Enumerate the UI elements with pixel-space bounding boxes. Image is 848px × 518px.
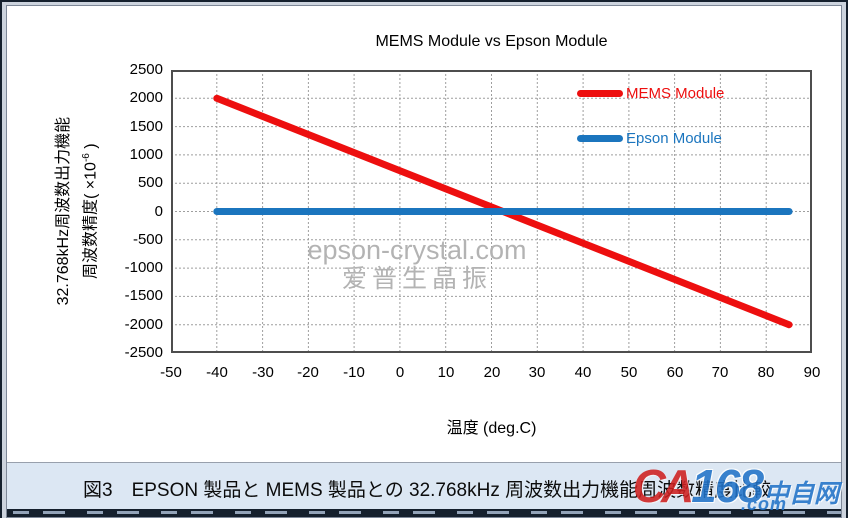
logo-168-text: 168 bbox=[691, 460, 764, 512]
x-tick-label: 60 bbox=[666, 364, 684, 381]
x-tick-label: 20 bbox=[483, 364, 501, 381]
figure-panel: MEMS Module vs Epson Module 32.768kHz周波数… bbox=[6, 5, 842, 518]
x-tick-label: 0 bbox=[395, 364, 405, 381]
x-tick-label: -20 bbox=[297, 364, 319, 381]
chart-area: MEMS Module vs Epson Module 32.768kHz周波数… bbox=[7, 6, 841, 462]
figure-caption: 図3 EPSON 製品と MEMS 製品との 32.768kHz 周波数出力機能… bbox=[83, 480, 772, 501]
y-tick-label: -1500 bbox=[124, 287, 163, 304]
y-axis-label-text: 32.768kHz周波数出力機能 周波数精度( ×10-6 ) bbox=[52, 117, 102, 306]
y-tick-label: 0 bbox=[154, 203, 163, 220]
plot-border bbox=[171, 70, 812, 353]
x-tick-label: 70 bbox=[711, 364, 729, 381]
x-tick-label: 90 bbox=[803, 364, 821, 381]
y-tick-label: 500 bbox=[137, 174, 163, 191]
y-tick-label: 1000 bbox=[129, 146, 163, 163]
y-axis-exponent: -6 bbox=[80, 153, 92, 163]
y-tick-label: 1500 bbox=[129, 118, 163, 135]
y-tick-label: -2000 bbox=[124, 316, 163, 333]
y-axis-label-line2: 周波数精度( ×10 bbox=[82, 162, 100, 280]
x-tick-label: -50 bbox=[160, 364, 182, 381]
chart-title: MEMS Module vs Epson Module bbox=[375, 33, 608, 50]
bottom-divider-strip bbox=[7, 509, 841, 517]
x-tick-label: 40 bbox=[574, 364, 592, 381]
caption-bar: 図3 EPSON 製品と MEMS 製品との 32.768kHz 周波数出力機能… bbox=[7, 460, 841, 514]
x-tick-label: 30 bbox=[528, 364, 546, 381]
ca168-logo: CA168中自网 .com bbox=[632, 459, 839, 514]
y-tick-label: -1000 bbox=[124, 259, 163, 276]
logo-cn-text: 中自网 bbox=[763, 480, 839, 508]
y-axis-label-line2-close: ) bbox=[82, 143, 100, 154]
x-axis-tick-labels: -50 -40 -30 -20 -10 0 10 20 30 40 50 60 70 80 90 bbox=[160, 364, 820, 384]
y-axis-tick-labels: 2500 2000 1500 1000 500 0 -500 -1000 -1500 -2000 -… bbox=[105, 61, 163, 361]
y-tick-label: -2500 bbox=[124, 344, 163, 361]
y-tick-label: 2500 bbox=[129, 61, 163, 78]
logo-com-text: .com bbox=[740, 494, 787, 514]
plot-area bbox=[171, 70, 812, 353]
logo-ca-text: CA bbox=[632, 460, 694, 512]
x-tick-label: -40 bbox=[206, 364, 228, 381]
x-tick-label: -30 bbox=[252, 364, 274, 381]
y-tick-label: -500 bbox=[132, 231, 163, 248]
x-tick-label: 10 bbox=[437, 364, 455, 381]
plot-svg bbox=[171, 70, 812, 353]
x-axis-label: 温度 (deg.C) bbox=[446, 420, 537, 437]
x-tick-label: 50 bbox=[620, 364, 638, 381]
y-tick-label: 2000 bbox=[129, 89, 163, 106]
x-tick-label: 80 bbox=[757, 364, 775, 381]
x-tick-label: -10 bbox=[343, 364, 365, 381]
y-axis-label-line1: 32.768kHz周波数出力機能 bbox=[54, 117, 72, 306]
y-axis-label: 32.768kHz周波数出力機能 周波数精度( ×10-6 ) bbox=[41, 70, 113, 353]
